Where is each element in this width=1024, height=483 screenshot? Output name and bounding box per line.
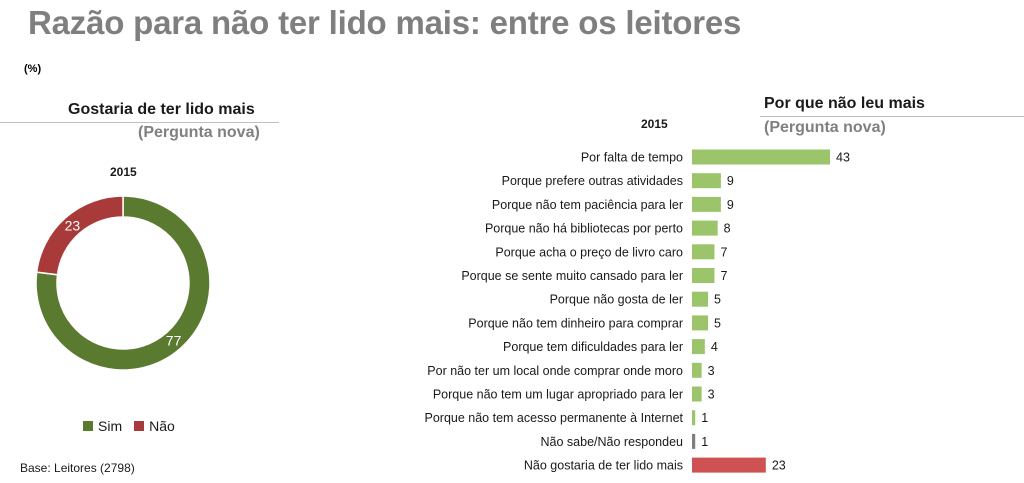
bar-category-label: Porque não tem um lugar apropriado para …: [433, 388, 683, 402]
bar-panel-divider: [760, 116, 1024, 117]
legend-swatch-sim: [83, 421, 93, 431]
bar-value-label: 9: [727, 174, 734, 188]
donut-legend: Sim Não: [83, 418, 175, 434]
bar: [692, 244, 715, 260]
unit-label: (%): [24, 63, 42, 75]
bar: [692, 410, 696, 426]
bar-category-label: Porque não há bibliotecas por perto: [485, 222, 683, 236]
donut-chart: 77 23: [35, 195, 211, 371]
bar: [692, 268, 715, 283]
donut-value-label: 23: [65, 218, 81, 234]
donut-panel-subtitle: (Pergunta nova): [138, 124, 260, 141]
bar-value-label: 1: [701, 411, 708, 425]
donut-panel-divider: [0, 122, 279, 123]
bar-value-label: 5: [714, 293, 721, 307]
bar-category-label: Porque acha o preço de livro caro: [495, 245, 683, 259]
legend-swatch-nao: [134, 421, 145, 431]
bar-category-label: Não gostaria de ter lido mais: [524, 459, 683, 473]
bar: [692, 315, 709, 331]
bar-category-label: Porque não tem paciência para ler: [492, 198, 683, 212]
bar-value-label: 9: [727, 198, 734, 212]
bar-category-label: Por não ter um local onde comprar onde m…: [427, 364, 683, 378]
bar: [692, 149, 830, 165]
bar-value-label: 43: [836, 151, 850, 165]
bar-category-label: Porque não tem dinheiro para comprar: [468, 316, 683, 330]
bar-panel-title: Por que não leu mais: [764, 95, 925, 112]
legend-item-nao: Não: [134, 418, 175, 434]
donut-panel-title: Gostaria de ter lido mais: [68, 101, 255, 118]
bar-category-label: Porque não gosta de ler: [550, 293, 683, 307]
bar-value-label: 5: [714, 316, 721, 330]
bar: [692, 291, 709, 307]
bar-category-label: Porque se sente muito cansado para ler: [461, 269, 683, 283]
donut-year-label: 2015: [110, 165, 137, 179]
bar: [692, 339, 705, 355]
bar-panel-subtitle: (Pergunta nova): [764, 119, 886, 136]
bar-value-label: 7: [720, 245, 727, 259]
bar-category-label: Porque não tem acesso permanente à Inter…: [425, 411, 684, 425]
bar-value-label: 7: [720, 269, 727, 283]
bar: [692, 362, 702, 378]
bar: [692, 196, 721, 212]
bar-value-label: 4: [711, 340, 718, 354]
legend-label-nao: Não: [149, 418, 175, 434]
bar-value-label: 3: [708, 388, 715, 402]
page-title: Razão para não ter lido mais: entre os l…: [28, 4, 742, 41]
bar: [692, 433, 696, 449]
bar-category-label: Por falta de tempo: [581, 151, 683, 165]
bar: [692, 220, 718, 236]
bar-year-label: 2015: [641, 117, 668, 131]
legend-item-sim: Sim: [83, 418, 122, 434]
legend-label-sim: Sim: [98, 418, 123, 434]
bar-category-label: Não sabe/Não respondeu: [541, 435, 684, 449]
bar: [692, 173, 721, 189]
donut-slice-sim: [35, 195, 211, 371]
bar-value-label: 3: [708, 364, 715, 378]
bar-value-label: 23: [772, 459, 786, 473]
donut-slice-n-o: [35, 195, 124, 276]
bar-value-label: 1: [701, 435, 708, 449]
bar: [692, 457, 766, 473]
base-note: Base: Leitores (2798): [20, 461, 135, 475]
bar: [692, 386, 702, 402]
bar-category-label: Porque tem dificuldades para ler: [503, 340, 683, 354]
donut-value-label: 77: [166, 332, 182, 348]
bar-value-label: 8: [724, 222, 731, 236]
bar-category-label: Porque prefere outras atividades: [502, 174, 683, 188]
